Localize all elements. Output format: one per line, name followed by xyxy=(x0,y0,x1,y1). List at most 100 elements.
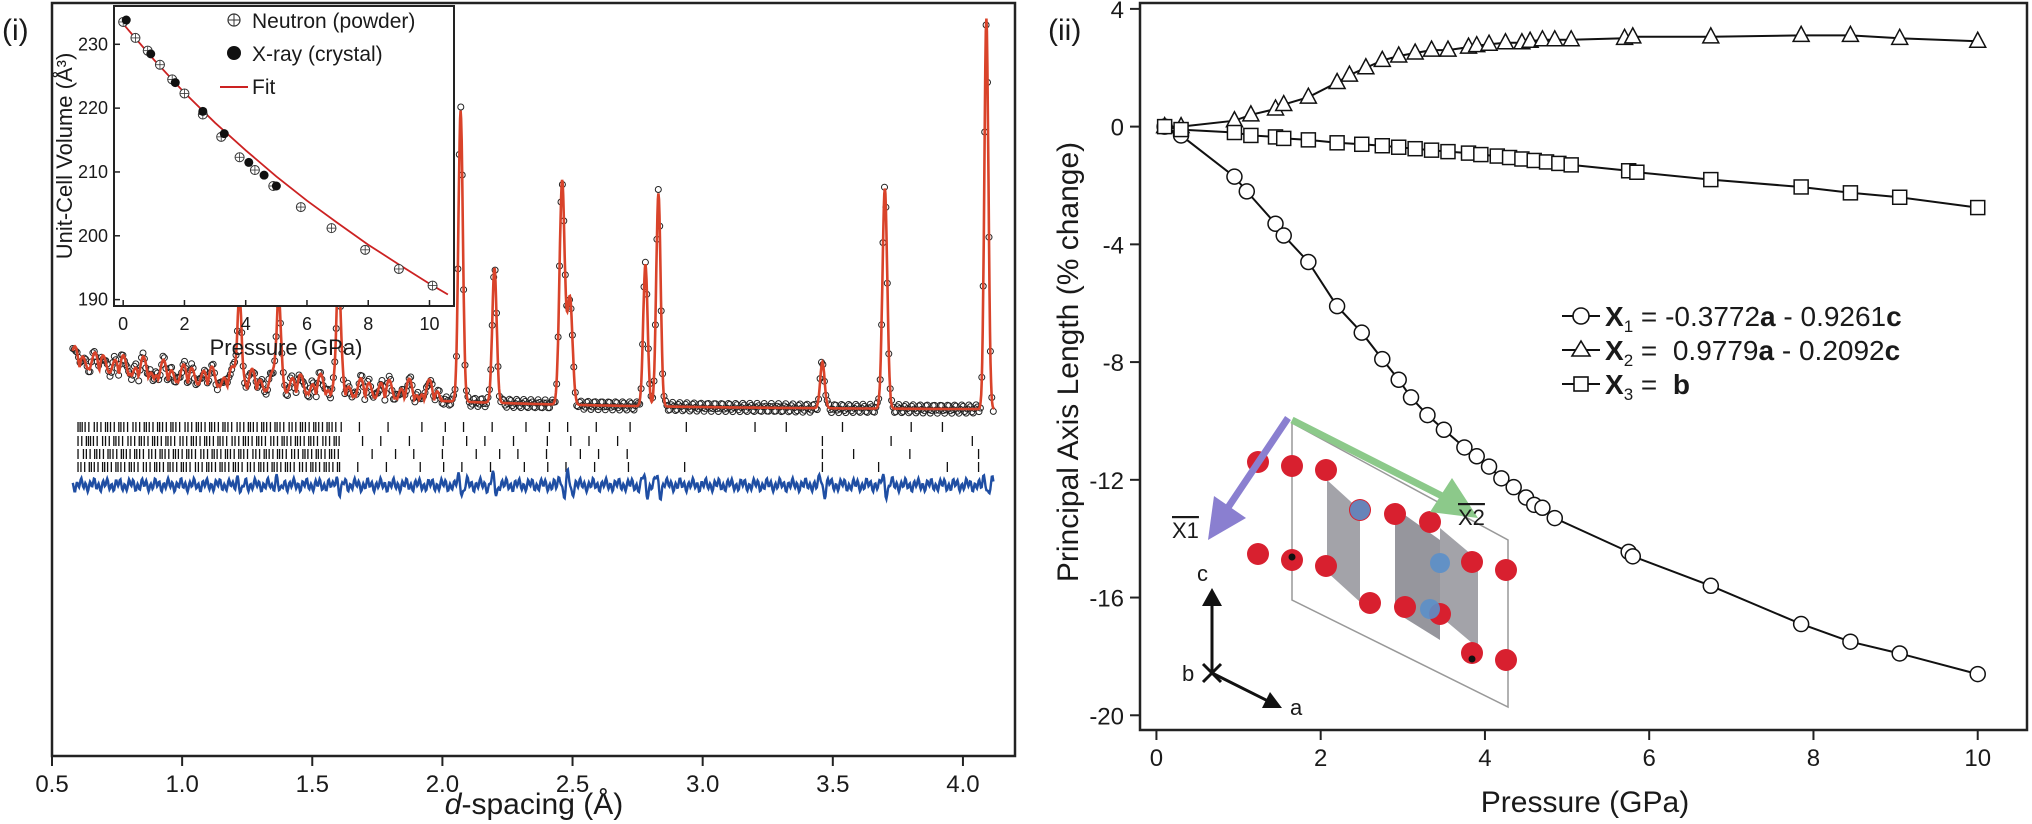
x3-point xyxy=(1329,135,1345,151)
inset-y-tick-label: 190 xyxy=(78,290,108,310)
reflection-tick-rows xyxy=(77,422,980,472)
series-line-x2 xyxy=(1164,34,1978,128)
oxygen-atom xyxy=(1419,511,1441,533)
inset-y-tick-label: 220 xyxy=(78,98,108,118)
inset-x-tick-label: 2 xyxy=(179,314,189,334)
x2-point xyxy=(1841,24,1860,43)
inset-x-axis-label: Pressure (GPa) xyxy=(210,335,363,360)
y-tick-label: -20 xyxy=(1089,703,1124,730)
x2-point xyxy=(1545,29,1565,47)
difference-curve xyxy=(71,466,995,504)
observed-point xyxy=(736,408,744,416)
x1-point xyxy=(1275,227,1292,244)
x1-label: X1 xyxy=(1172,518,1199,543)
x2-point xyxy=(1467,35,1486,53)
neutron-point xyxy=(234,152,245,163)
panel-ii-axes: 0 2 4 6 8 10 4 0 -4 -8 -12 -16 -20 xyxy=(1089,0,1991,772)
x1-point xyxy=(1480,458,1498,475)
legend-x2-text: X2 = 0.9779a - 0.2092c xyxy=(1605,335,1900,370)
x-tick-label: 4 xyxy=(1478,745,1491,772)
observed-point xyxy=(457,103,465,111)
x1-point xyxy=(1493,470,1510,487)
x3-point xyxy=(1243,127,1259,144)
x2-point xyxy=(1890,27,1909,46)
observed-point xyxy=(654,186,662,193)
panel-ii-frame xyxy=(1138,1,2029,732)
x1-point xyxy=(1792,615,1810,633)
x2-point xyxy=(1623,26,1643,44)
x-tick-label: 1.5 xyxy=(296,771,329,798)
a-axis-label: a xyxy=(1290,695,1303,720)
inset-axes: 0 2 4 6 8 10 190 200 210 220 230 xyxy=(78,34,440,334)
observed-point xyxy=(135,377,143,385)
x1-point xyxy=(1300,253,1317,271)
x1-point xyxy=(1435,421,1453,439)
x1-arrow-head xyxy=(1208,496,1246,540)
observed-point xyxy=(941,409,949,417)
x3-point xyxy=(1440,143,1456,160)
xray-point xyxy=(121,15,131,25)
observed-point xyxy=(686,407,694,415)
xray-point xyxy=(198,106,208,116)
legend-x2: X2 = 0.9779a - 0.2092c xyxy=(1562,335,1900,370)
inset-legend: Neutron (powder) X-ray (crystal) Fit xyxy=(220,10,415,99)
unit-cell-outline xyxy=(1291,421,1509,709)
panel-i: (i) 0.5 1.0 1.5 2.0 2.5 3.0 3.5 4.0 d-spacing (… xyxy=(2,1,1017,821)
x2-point xyxy=(1479,33,1499,51)
observed-point xyxy=(676,399,684,407)
x2-point xyxy=(1520,30,1540,49)
xray-point xyxy=(219,129,229,139)
c-axis-arrowhead xyxy=(1202,588,1222,606)
calculated-curve xyxy=(71,18,996,411)
observed-point xyxy=(912,409,920,417)
inset-x-tick-label: 6 xyxy=(302,314,312,334)
x3-point xyxy=(1842,185,1859,201)
x1-arrow-shaft xyxy=(1222,416,1291,514)
observed-point xyxy=(536,399,543,406)
x3-point xyxy=(1407,140,1423,157)
inset-y-tick-label: 210 xyxy=(78,162,108,182)
observed-point xyxy=(623,406,631,414)
panel-i-x-axis-label: d-spacing (Å) xyxy=(445,788,623,821)
x2-label: X2 xyxy=(1458,505,1485,530)
observed-point xyxy=(962,409,970,417)
oxygen-atom xyxy=(1247,543,1269,565)
y-tick-label: -16 xyxy=(1089,586,1124,613)
polyhedron-left xyxy=(1327,480,1360,602)
x1-point xyxy=(1505,478,1522,496)
panel-ii-label: (ii) xyxy=(1048,14,1081,47)
reflection-row xyxy=(77,449,980,459)
oxygen-atom xyxy=(1384,503,1406,525)
x1-point xyxy=(1267,215,1284,232)
metal-atom xyxy=(1350,500,1370,520)
inset-x-tick-label: 10 xyxy=(419,314,439,334)
x-tick-label: 2.5 xyxy=(556,771,589,798)
center-atom xyxy=(1288,553,1296,561)
inset-plot-area xyxy=(118,15,449,296)
panel-ii-legend: X1 = -0.3772a - 0.9261c X2 = 0.9779a - 0… xyxy=(1562,301,1902,404)
x2-point xyxy=(1373,49,1392,68)
inset-y-tick-label: 200 xyxy=(78,226,108,246)
x2-arrow-head xyxy=(1430,478,1478,518)
observed-point xyxy=(345,383,353,391)
x1-point xyxy=(1624,548,1642,565)
neutron-point xyxy=(179,88,190,99)
panel-ii-y-axis-label: Principal Axis Length (% change) xyxy=(1052,142,1085,582)
observed-point xyxy=(405,375,413,383)
x1-point xyxy=(1891,645,1908,662)
oxygen-atom xyxy=(1461,551,1483,573)
center-atom xyxy=(1468,655,1476,663)
x3-point xyxy=(1703,171,1719,188)
y-tick-label: -12 xyxy=(1089,468,1124,495)
neutron-point xyxy=(360,244,371,255)
observed-point xyxy=(510,404,518,411)
x3-point xyxy=(1156,118,1173,135)
oxygen-atom xyxy=(1394,596,1416,618)
x1-point xyxy=(1546,509,1564,527)
x2-point xyxy=(1340,64,1359,82)
reflection-row xyxy=(77,422,944,432)
polyhedron-right xyxy=(1440,528,1478,648)
metal-atom xyxy=(1430,553,1450,573)
panel-ii-plot-area xyxy=(1155,24,1987,683)
x-tick-label: 8 xyxy=(1807,745,1820,772)
